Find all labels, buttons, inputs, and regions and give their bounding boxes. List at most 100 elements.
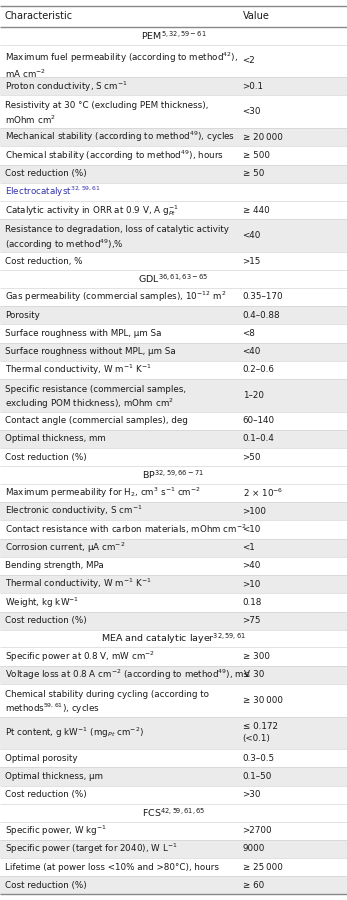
Text: ≥ 30 000: ≥ 30 000 <box>243 696 282 705</box>
Bar <box>0 716 347 749</box>
Bar <box>0 306 347 324</box>
Text: >30: >30 <box>243 790 261 799</box>
Text: Specific power (target for 2040), W L$^{-1}$: Specific power (target for 2040), W L$^{… <box>5 842 177 856</box>
Text: Optimal thickness, mm: Optimal thickness, mm <box>5 435 105 444</box>
Text: Optimal porosity: Optimal porosity <box>5 754 77 763</box>
Bar <box>0 448 347 466</box>
Text: Lifetime (at power loss <10% and >80°C), hours: Lifetime (at power loss <10% and >80°C),… <box>5 862 219 871</box>
Text: <10: <10 <box>243 525 261 534</box>
Text: GDL$^{36, 61, 63-65}$: GDL$^{36, 61, 63-65}$ <box>138 273 209 285</box>
Text: Specific power, W kg$^{-1}$: Specific power, W kg$^{-1}$ <box>5 824 107 838</box>
Bar <box>0 502 347 520</box>
Bar <box>0 520 347 538</box>
Text: ≥ 20 000: ≥ 20 000 <box>243 133 282 142</box>
Bar <box>0 684 347 716</box>
Text: Pt content, g kW$^{-1}$ (mg$_{Pt}$ cm$^{-2}$): Pt content, g kW$^{-1}$ (mg$_{Pt}$ cm$^{… <box>5 725 144 740</box>
Text: ≥ 500: ≥ 500 <box>243 151 270 160</box>
Text: Characteristic: Characteristic <box>5 11 73 22</box>
Text: 0.2–0.6: 0.2–0.6 <box>243 365 274 374</box>
Text: <30: <30 <box>243 107 261 116</box>
Bar <box>0 324 347 343</box>
Bar <box>0 270 347 288</box>
Bar <box>0 128 347 147</box>
Text: 0.1–50: 0.1–50 <box>243 772 272 781</box>
Text: MEA and catalytic layer$^{32, 59, 61}$: MEA and catalytic layer$^{32, 59, 61}$ <box>101 631 246 646</box>
Bar <box>0 288 347 306</box>
Text: ≥ 25 000: ≥ 25 000 <box>243 862 282 871</box>
Text: >10: >10 <box>243 580 261 589</box>
Text: PEM$^{5, 32, 59-61}$: PEM$^{5, 32, 59-61}$ <box>141 30 206 42</box>
Text: BP$^{32, 59, 66-71}$: BP$^{32, 59, 66-71}$ <box>142 469 205 482</box>
Bar <box>0 430 347 448</box>
Text: Chemical stability during cycling (according to
methods$^{59, 61}$), cycles: Chemical stability during cycling (accor… <box>5 689 209 716</box>
Text: Optimal thickness, μm: Optimal thickness, μm <box>5 772 103 781</box>
Text: Gas permeability (commercial samples), 10$^{-12}$ m$^{2}$: Gas permeability (commercial samples), 1… <box>5 290 226 304</box>
Text: 9000: 9000 <box>243 844 265 853</box>
Bar <box>0 147 347 165</box>
Text: Thermal conductivity, W m$^{-1}$ K$^{-1}$: Thermal conductivity, W m$^{-1}$ K$^{-1}… <box>5 363 152 377</box>
Bar <box>0 95 347 128</box>
Text: >50: >50 <box>243 453 261 462</box>
Text: Bending strength, MPa: Bending strength, MPa <box>5 562 104 571</box>
Text: Contact resistance with carbon materials, mOhm cm$^{-2}$: Contact resistance with carbon materials… <box>5 523 247 536</box>
Text: Catalytic activity in ORR at 0.9 V, A g$_{Pt}^{-1}$: Catalytic activity in ORR at 0.9 V, A g$… <box>5 202 178 218</box>
Text: FCS$^{42, 59, 61, 65}$: FCS$^{42, 59, 61, 65}$ <box>142 806 205 819</box>
Text: ≥ 60: ≥ 60 <box>243 881 264 890</box>
Text: Porosity: Porosity <box>5 310 40 320</box>
Text: <40: <40 <box>243 347 261 356</box>
Bar <box>0 538 347 557</box>
Text: Resistivity at 30 °C (excluding PEM thickness),
mOhm cm$^{2}$: Resistivity at 30 °C (excluding PEM thic… <box>5 102 208 126</box>
Text: ≤ 30: ≤ 30 <box>243 670 264 680</box>
Text: Cost reduction, %: Cost reduction, % <box>5 256 82 266</box>
Bar <box>0 44 347 77</box>
Text: Electrocatalyst$^{32, 59, 61}$: Electrocatalyst$^{32, 59, 61}$ <box>5 184 101 199</box>
Bar <box>0 484 347 502</box>
Bar <box>0 877 347 895</box>
Text: 2 × 10$^{-6}$: 2 × 10$^{-6}$ <box>243 487 283 500</box>
Text: 1–20: 1–20 <box>243 391 264 400</box>
Text: ≥ 440: ≥ 440 <box>243 206 269 215</box>
Text: 0.18: 0.18 <box>243 598 262 607</box>
Text: Voltage loss at 0.8 A cm$^{-2}$ (according to method$^{49}$), mV: Voltage loss at 0.8 A cm$^{-2}$ (accordi… <box>5 668 251 682</box>
Bar <box>0 361 347 379</box>
Text: Electronic conductivity, S cm$^{-1}$: Electronic conductivity, S cm$^{-1}$ <box>5 504 142 518</box>
Text: 0.35–170: 0.35–170 <box>243 292 283 302</box>
Bar <box>0 630 347 647</box>
Text: >0.1: >0.1 <box>243 82 264 91</box>
Bar <box>0 666 347 684</box>
Text: 0.3–0.5: 0.3–0.5 <box>243 754 275 763</box>
Text: Specific power at 0.8 V, mW cm$^{-2}$: Specific power at 0.8 V, mW cm$^{-2}$ <box>5 649 155 663</box>
Bar <box>0 343 347 361</box>
Bar <box>0 593 347 612</box>
Text: Proton conductivity, S cm$^{-1}$: Proton conductivity, S cm$^{-1}$ <box>5 79 128 94</box>
Text: Maximum fuel permeability (according to method$^{42}$),
mA cm$^{-2}$: Maximum fuel permeability (according to … <box>5 50 238 80</box>
Bar <box>0 201 347 220</box>
Text: Cost reduction (%): Cost reduction (%) <box>5 616 87 625</box>
Bar <box>0 165 347 183</box>
Text: Surface roughness without MPL, μm Sa: Surface roughness without MPL, μm Sa <box>5 347 176 356</box>
Text: <40: <40 <box>243 231 261 240</box>
Text: Thermal conductivity, W m$^{-1}$ K$^{-1}$: Thermal conductivity, W m$^{-1}$ K$^{-1}… <box>5 577 152 591</box>
Text: Maximum permeability for H$_{2}$, cm$^{3}$ s$^{-1}$ cm$^{-2}$: Maximum permeability for H$_{2}$, cm$^{3… <box>5 486 201 500</box>
Text: Chemical stability (according to method$^{49}$), hours: Chemical stability (according to method$… <box>5 148 224 163</box>
Text: Cost reduction (%): Cost reduction (%) <box>5 790 87 799</box>
Bar <box>0 411 347 430</box>
Bar <box>0 822 347 840</box>
Text: Contact angle (commercial samples), deg: Contact angle (commercial samples), deg <box>5 417 188 426</box>
Text: ≤ 0.172
(<0.1): ≤ 0.172 (<0.1) <box>243 723 278 742</box>
Bar <box>0 749 347 768</box>
Bar <box>0 647 347 666</box>
Text: 0.1–0.4: 0.1–0.4 <box>243 435 274 444</box>
Text: <2: <2 <box>243 57 255 66</box>
Bar <box>0 575 347 593</box>
Text: >2700: >2700 <box>243 826 272 835</box>
Text: <1: <1 <box>243 544 255 553</box>
Bar <box>0 466 347 484</box>
Bar <box>0 379 347 411</box>
Text: ≥ 300: ≥ 300 <box>243 652 270 661</box>
Bar <box>0 77 347 95</box>
Text: Surface roughness with MPL, μm Sa: Surface roughness with MPL, μm Sa <box>5 328 161 338</box>
Bar <box>0 840 347 858</box>
Text: >75: >75 <box>243 616 261 625</box>
Text: 0.4–0.88: 0.4–0.88 <box>243 310 280 320</box>
